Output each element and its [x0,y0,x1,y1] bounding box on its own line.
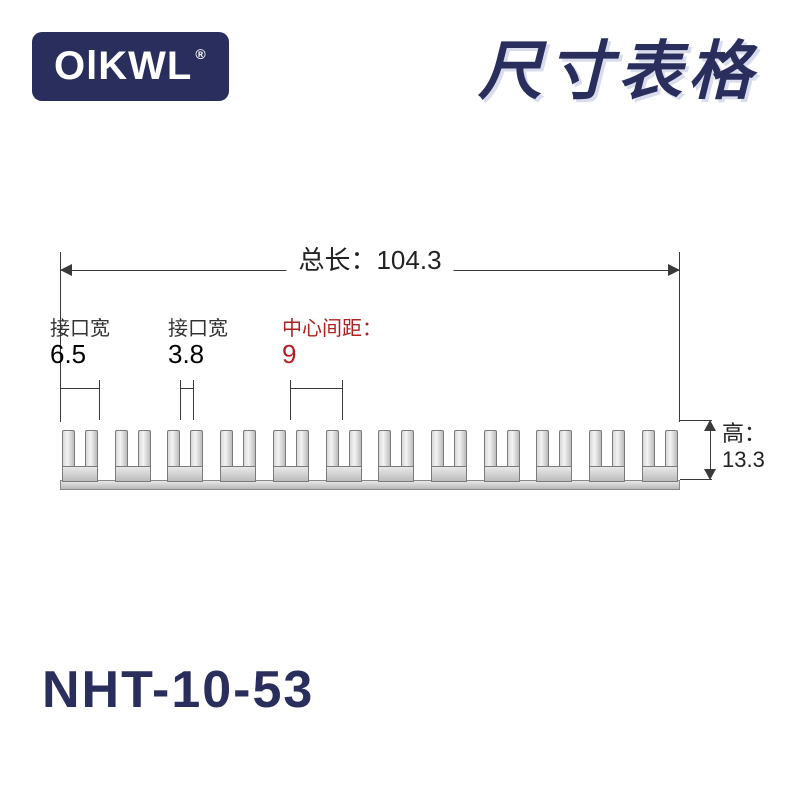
dim-value: 9 [282,340,382,369]
fork-terminal [115,430,151,482]
fork-terminal [589,430,625,482]
arrow-right-icon [668,264,680,276]
dim-bracket-outer [60,380,100,418]
dim-label-text: 总长： [298,245,376,275]
dim-value: 104.3 [376,245,441,275]
dim-bracket-pitch [290,380,343,418]
dim-label-text: 接口宽 [50,318,110,340]
dim-label-text: 中心间距： [282,318,382,340]
dim-bracket-inner [180,380,194,418]
fork-terminal [62,430,98,482]
brand-logo: OlKWL ® [32,32,229,101]
dimension-diagram: 总长：104.3 接口宽 6.5 接口宽 3.8 中心间距： 9 [50,240,750,540]
dim-value: 13.3 [722,447,765,472]
fork-row [62,430,678,482]
dim-height-label: 高： 13.3 [722,421,766,474]
fork-terminal [484,430,520,482]
dim-value: 6.5 [50,340,110,369]
dimension-interface-outer: 接口宽 6.5 [50,318,110,369]
dimension-center-pitch: 中心间距： 9 [282,318,382,369]
fork-terminal [273,430,309,482]
fork-terminal [378,430,414,482]
arrow-left-icon [60,264,72,276]
dimension-total-length: 总长：104.3 [60,240,680,310]
fork-terminal [167,430,203,482]
registered-mark: ® [195,46,206,62]
arrow-up-icon [704,420,716,431]
part-number: NHT-10-53 [42,660,314,720]
dimension-labels-row: 接口宽 6.5 接口宽 3.8 中心间距： 9 [50,318,750,378]
fork-terminal [536,430,572,482]
arrow-down-icon [704,469,716,480]
page-title: 尺寸表格 [478,20,758,112]
terminal-strip [60,420,680,490]
logo-text: OlKWL [54,44,192,89]
dim-value: 3.8 [168,340,228,369]
dim-label-text: 高： [722,421,766,446]
fork-terminal [220,430,256,482]
fork-terminal [326,430,362,482]
dim-label-text: 接口宽 [168,318,228,340]
fork-terminal [431,430,467,482]
dimension-interface-inner: 接口宽 3.8 [168,318,228,369]
dim-total-label: 总长：104.3 [286,240,453,277]
dimension-height: 高： 13.3 [690,415,770,485]
fork-terminal [642,430,678,482]
